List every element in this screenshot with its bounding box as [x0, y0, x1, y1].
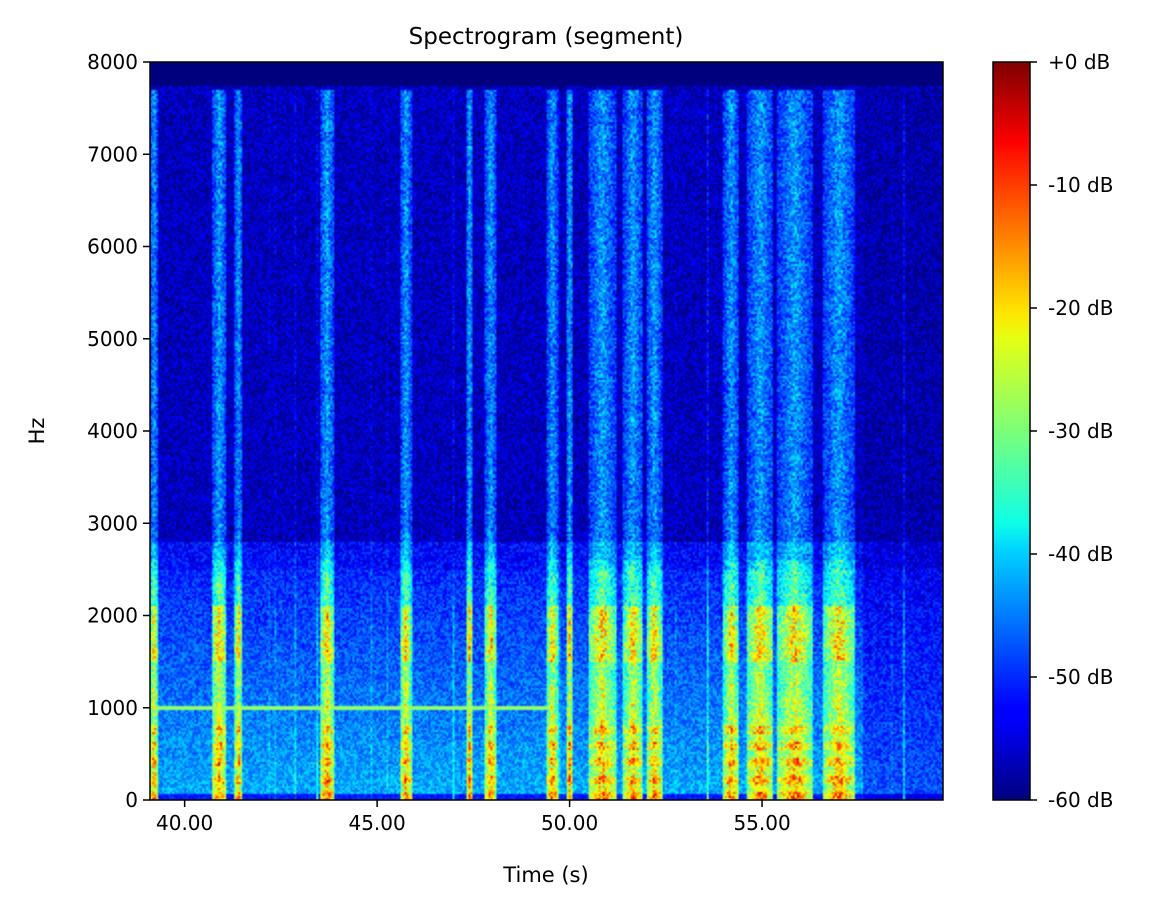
- spectrogram-image: [150, 62, 943, 800]
- y-tick-label: 5000: [87, 327, 138, 351]
- y-tick-label: 8000: [87, 50, 138, 74]
- y-tick-label: 6000: [87, 235, 138, 259]
- y-tick-label: 4000: [87, 419, 138, 443]
- y-tick-label: 3000: [87, 511, 138, 535]
- chart-title: Spectrogram (segment): [409, 24, 684, 50]
- x-tick-label: 50.00: [541, 811, 598, 835]
- y-axis-label: Hz: [25, 418, 49, 445]
- colorbar-tick-label: -60 dB: [1048, 788, 1113, 812]
- colorbar-tick-label: -40 dB: [1048, 542, 1113, 566]
- colorbar-tick-label: -20 dB: [1048, 296, 1113, 320]
- y-tick-label: 1000: [87, 696, 138, 720]
- colorbar-tick-label: -30 dB: [1048, 419, 1113, 443]
- colorbar-tick-label: -10 dB: [1048, 173, 1113, 197]
- y-tick-label: 7000: [87, 142, 138, 166]
- colorbar-tick-label: +0 dB: [1048, 50, 1110, 74]
- plot-area: [149, 61, 944, 801]
- colorbar-ticks: +0 dB -10 dB -20 dB -30 dB -40 dB -50 dB -60 d…: [1030, 50, 1113, 812]
- x-tick-label: 40.00: [156, 811, 213, 835]
- x-axis-ticks: 40.00 45.00 50.00 55.00: [156, 800, 791, 835]
- x-axis-label: Time (s): [502, 863, 588, 887]
- x-tick-label: 55.00: [733, 811, 790, 835]
- y-tick-label: 2000: [87, 604, 138, 628]
- x-tick-label: 45.00: [348, 811, 405, 835]
- y-axis-ticks: 0 1000 2000 3000 4000 5000 6000 7000 8000: [87, 50, 150, 812]
- y-tick-label: 0: [125, 788, 138, 812]
- colorbar-tick-label: -50 dB: [1048, 665, 1113, 689]
- colorbar-gradient: [992, 61, 1031, 801]
- colorbar: +0 dB -10 dB -20 dB -30 dB -40 dB -50 dB -60 d…: [992, 50, 1113, 812]
